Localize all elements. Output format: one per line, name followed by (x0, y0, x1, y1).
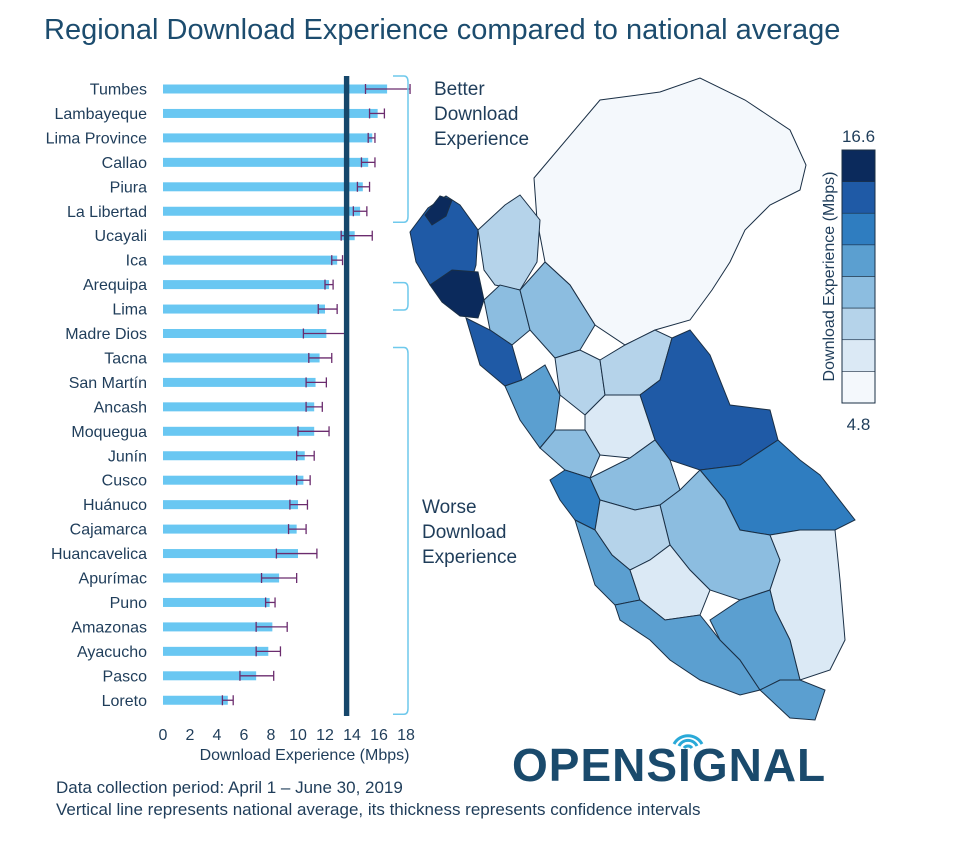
middle-bracket (393, 281, 409, 311)
legend-swatch (841, 276, 876, 309)
x-tick-label: 0 (159, 727, 168, 744)
bar (163, 133, 373, 143)
bar (163, 695, 228, 705)
bar (163, 84, 388, 94)
legend-title: Download Experience (Mbps) (821, 172, 838, 382)
bar (163, 475, 304, 485)
category-label: Lambayeque (54, 106, 147, 123)
bar (163, 231, 355, 241)
x-tick-label: 16 (370, 727, 388, 744)
category-label: Apurímac (79, 571, 147, 588)
map-region (759, 679, 826, 721)
map-region (519, 261, 596, 359)
bar (163, 524, 297, 534)
footer-note: Vertical line represents national averag… (56, 800, 701, 819)
bar (163, 255, 338, 265)
legend-swatch (841, 244, 876, 277)
x-tick-label: 12 (316, 727, 334, 744)
category-label: Tacna (104, 350, 147, 367)
bar (163, 280, 330, 290)
category-label: Amazonas (71, 619, 147, 636)
bar (163, 500, 298, 510)
category-label: Arequipa (83, 277, 147, 294)
better-annotation: Better Download Experience (434, 79, 529, 150)
category-label: Lima Province (46, 130, 147, 147)
category-label: Moquegua (71, 424, 147, 441)
category-label: Huánuco (83, 497, 147, 514)
worse-bracket (393, 346, 409, 715)
x-tick-label: 6 (240, 727, 249, 744)
chart-title: Regional Download Experience compared to… (44, 14, 841, 46)
legend-max-label: 16.6 (842, 127, 875, 146)
category-label: Tumbes (90, 82, 147, 99)
category-label: Pasco (103, 668, 148, 685)
category-label: Lima (112, 302, 147, 319)
worse-annotation: Worse Download Experience (422, 497, 517, 568)
bar (163, 549, 298, 559)
bar (163, 206, 361, 216)
category-label: La Libertad (67, 204, 147, 221)
national-average-line (343, 76, 350, 716)
category-label: Ancash (94, 399, 147, 416)
category-label: Huancavelica (51, 546, 147, 563)
map-region (614, 599, 761, 696)
legend-swatch (841, 212, 876, 246)
bar (163, 426, 315, 436)
category-label: Ica (126, 253, 147, 270)
better-bracket (393, 75, 409, 223)
category-label: Madre Dios (65, 326, 147, 343)
map-region (769, 529, 846, 681)
category-label: Puno (110, 595, 147, 612)
x-axis-label: Download Experience (Mbps) (200, 747, 410, 764)
bar (163, 157, 369, 167)
legend-swatch (841, 339, 876, 372)
bar (163, 451, 305, 461)
bar (163, 353, 320, 363)
map-region (504, 364, 561, 449)
x-tick-label: 14 (343, 727, 361, 744)
map-region (429, 269, 485, 319)
bar (163, 597, 270, 607)
x-tick-label: 2 (186, 727, 195, 744)
legend-border (841, 149, 876, 404)
category-label: San Martín (69, 375, 147, 392)
bar (163, 402, 315, 412)
x-tick-label: 18 (397, 727, 415, 744)
category-label: Piura (110, 179, 147, 196)
category-label: Junín (108, 448, 147, 465)
legend-swatch (841, 149, 876, 182)
bar (163, 646, 269, 656)
x-tick-label: 4 (213, 727, 222, 744)
category-label: Ucayali (95, 228, 147, 245)
legend-min-label: 4.8 (847, 415, 871, 434)
bar (163, 622, 273, 632)
legend-swatch (841, 371, 876, 404)
category-label: Cusco (102, 473, 147, 490)
bar (163, 182, 363, 192)
map-region (424, 195, 453, 226)
bar (163, 671, 257, 681)
map-region (584, 394, 656, 459)
category-label: Cajamarca (70, 522, 147, 539)
x-tick-label: 10 (289, 727, 307, 744)
wifi-signal-icon (672, 734, 704, 750)
category-label: Callao (102, 155, 147, 172)
bar (163, 304, 325, 314)
bar (163, 377, 316, 387)
x-tick-label: 8 (267, 727, 276, 744)
legend-swatch (841, 307, 876, 341)
legend-swatch (841, 181, 876, 214)
bar (163, 108, 378, 118)
map-region (477, 194, 541, 291)
category-label: Ayacucho (77, 644, 147, 661)
footer-period: Data collection period: April 1 – June 3… (56, 778, 403, 797)
bar (163, 329, 327, 338)
category-label: Loreto (102, 693, 147, 710)
brand-logo: OPENSIGNAL (512, 739, 827, 791)
bar (163, 573, 280, 583)
